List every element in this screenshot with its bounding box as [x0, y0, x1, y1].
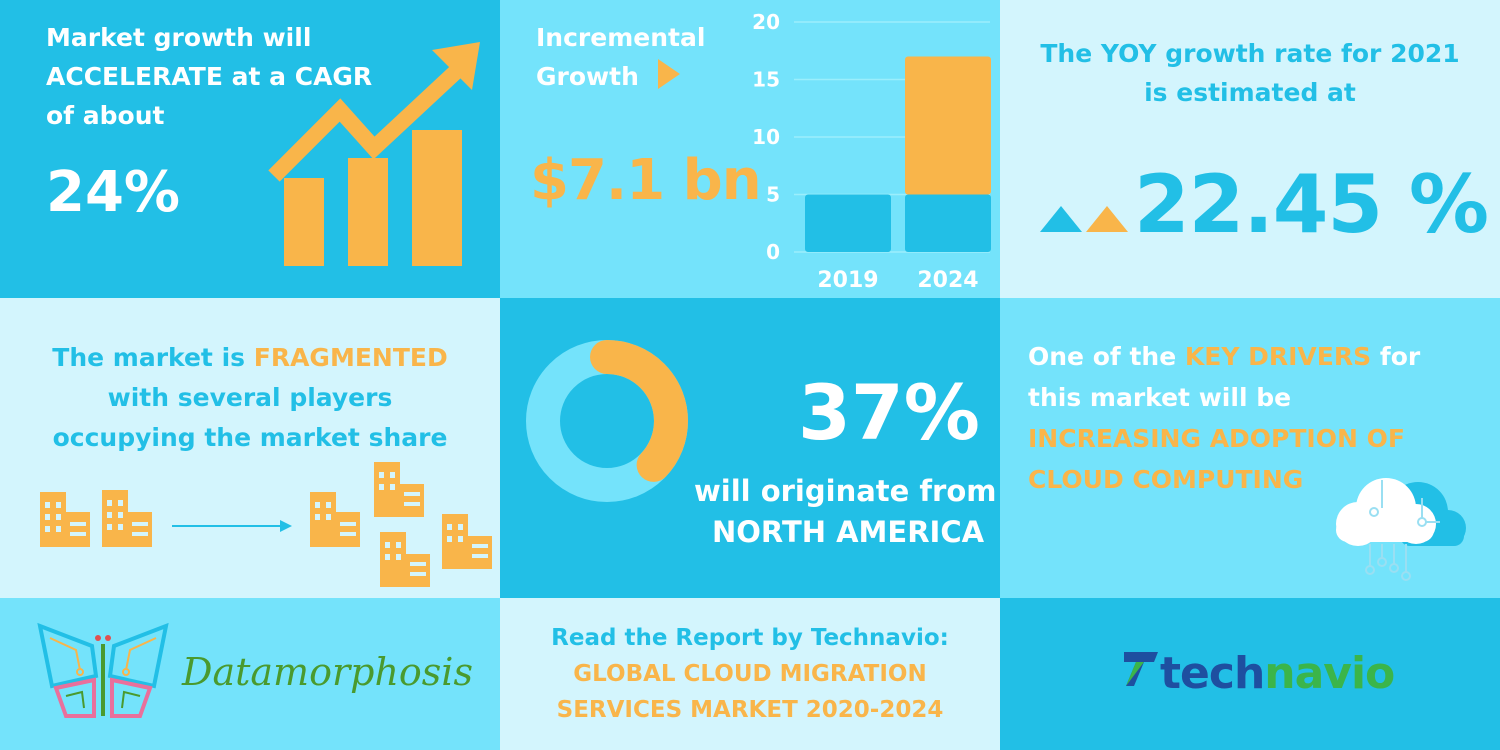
fragmented-line-1: The market is FRAGMENTED: [52, 343, 448, 372]
region-donut-chart: [526, 340, 688, 502]
cagr-line-2: ACCELERATE at a CAGR: [46, 62, 373, 91]
butterfly-logo-icon: [37, 622, 169, 718]
datamorphosis-panel: Datamorphosis: [0, 598, 500, 750]
x-tick-label: 2019: [817, 268, 878, 293]
report-text: Read the Report by Technavio: GLOBAL CLO…: [500, 620, 1000, 728]
bar-2024-segment-1: [905, 56, 991, 195]
incremental-panel: Incremental Growth $7.1 bn 0 5 10 15 20 2019 2…: [500, 0, 1000, 298]
drivers-line-4: CLOUD COMPUTING: [1028, 465, 1304, 494]
cagr-text: Market growth will ACCELERATE at a CAGR …: [46, 18, 372, 135]
donut-share-arc: [526, 340, 688, 502]
yoy-panel: The YOY growth rate for 2021 is estimate…: [1000, 0, 1500, 298]
cagr-value: 24%: [46, 160, 181, 225]
incremental-bar-chart: 0 5 10 15 20 2019 2024: [752, 10, 991, 293]
region-line-2: NORTH AMERICA: [712, 515, 985, 549]
y-tick-label: 5: [766, 183, 780, 207]
datamorphosis-wordmark: Datamorphosis: [182, 650, 473, 694]
technavio-panel: [1000, 598, 1500, 750]
yoy-line-2: is estimated at: [1144, 78, 1356, 107]
fragmented-panel: The market is FRAGMENTED with several pl…: [0, 298, 500, 598]
drivers-highlight: KEY DRIVERS: [1184, 342, 1372, 371]
report-line-1: Read the Report by Technavio:: [551, 625, 949, 651]
play-arrow-icon: [657, 59, 680, 89]
y-tick-label: 10: [752, 125, 780, 149]
technavio-wordmark: technavio: [1160, 648, 1395, 699]
incremental-line-1: Incremental: [536, 23, 706, 52]
cagr-line-3: of about: [46, 101, 165, 130]
yoy-text: The YOY growth rate for 2021 is estimate…: [1000, 34, 1500, 112]
incremental-label: Incremental Growth: [536, 18, 705, 96]
technavio-logo-icon: [1124, 652, 1158, 686]
drivers-panel: One of the KEY DRIVERS for this market w…: [1000, 298, 1500, 598]
cagr-panel: Market growth will ACCELERATE at a CAGR …: [0, 0, 500, 298]
report-line-2: GLOBAL CLOUD MIGRATION: [573, 661, 927, 687]
growth-chart-icon: [268, 42, 480, 266]
report-panel: Read the Report by Technavio: GLOBAL CLO…: [500, 598, 1000, 750]
triangles-icon: [1040, 206, 1128, 232]
incremental-line-2: Growth: [536, 57, 705, 96]
yoy-line-1: The YOY growth rate for 2021: [1040, 39, 1460, 68]
cagr-line-1: Market growth will: [46, 23, 312, 52]
bar-2024-segment-0: [905, 194, 991, 252]
x-tick-label: 2024: [917, 268, 978, 293]
drivers-line-2: this market will be: [1028, 383, 1292, 412]
buildings-icon: [40, 462, 492, 587]
fragmented-text: The market is FRAGMENTED with several pl…: [0, 338, 500, 458]
y-tick-label: 15: [752, 68, 780, 92]
fragmented-line-2: with several players: [107, 383, 393, 412]
fragmented-line-3: occupying the market share: [52, 423, 448, 452]
drivers-line-3: INCREASING ADOPTION OF: [1028, 424, 1405, 453]
drivers-line-1: One of the KEY DRIVERS for: [1028, 342, 1421, 371]
region-value: 37%: [798, 368, 980, 457]
drivers-text: One of the KEY DRIVERS for this market w…: [1028, 336, 1420, 500]
fragmented-highlight: FRAGMENTED: [253, 343, 448, 372]
y-tick-label: 0: [766, 240, 780, 264]
incremental-value: $7.1 bn: [530, 148, 762, 213]
bar-2019-segment-0: [805, 194, 891, 252]
report-line-3: SERVICES MARKET 2020-2024: [556, 697, 944, 723]
y-tick-label: 20: [752, 10, 780, 34]
cloud-computing-icon: [1336, 478, 1466, 581]
region-panel: [500, 298, 1000, 598]
yoy-value: 22.45 %: [1134, 158, 1489, 251]
region-line-1: will originate from: [694, 474, 997, 508]
